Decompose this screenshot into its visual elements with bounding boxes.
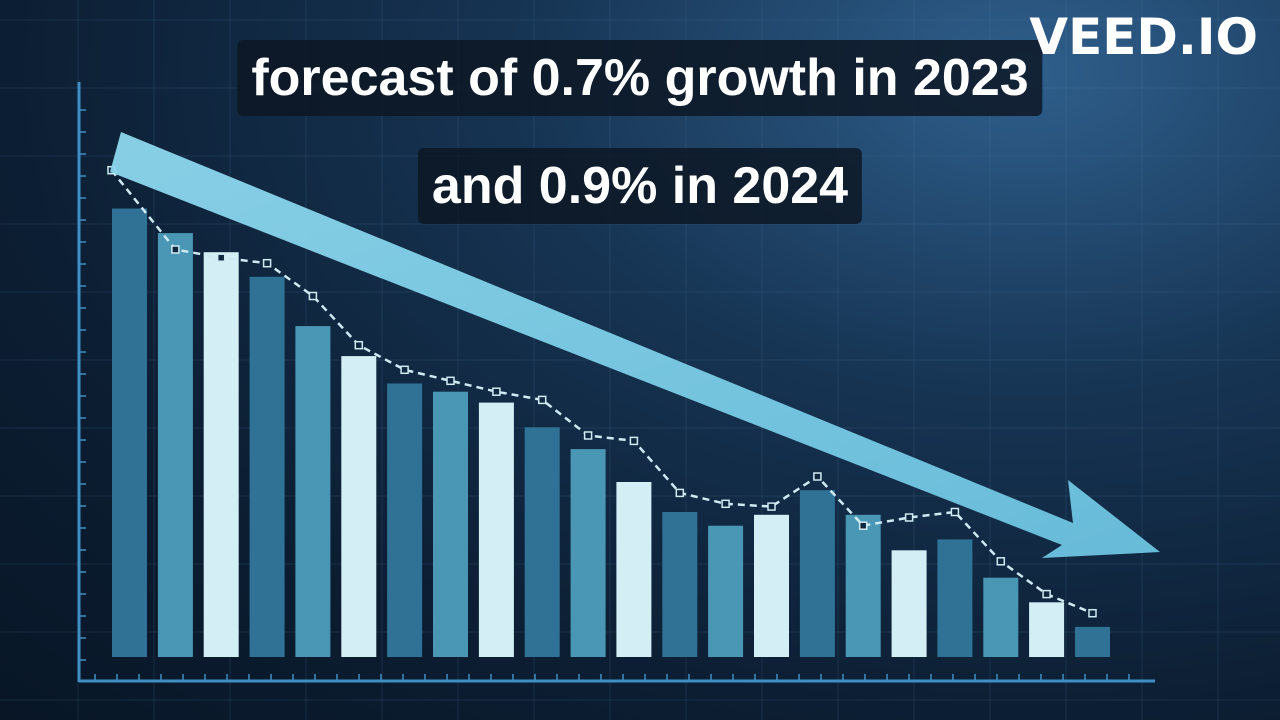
bar-19 xyxy=(937,539,973,657)
bar-6 xyxy=(341,356,377,657)
bar-7 xyxy=(387,383,423,657)
bar-22 xyxy=(1075,626,1110,657)
trend-marker-2 xyxy=(171,245,180,254)
trend-marker-16 xyxy=(813,472,822,481)
bar-12 xyxy=(616,482,652,657)
trend-marker-17 xyxy=(858,521,868,530)
bar-21 xyxy=(1029,602,1065,657)
trend-marker-11 xyxy=(583,431,593,440)
bar-1 xyxy=(112,208,147,657)
trend-marker-14 xyxy=(721,499,730,509)
bar-2 xyxy=(157,233,193,657)
chart-axes xyxy=(77,82,1155,683)
downward-trend-arrow xyxy=(110,132,1160,558)
trend-marker-8 xyxy=(446,376,455,386)
trend-marker-7 xyxy=(400,365,409,375)
trend-marker-10 xyxy=(537,395,547,405)
trend-line-path xyxy=(110,169,1093,615)
bar-5 xyxy=(295,326,331,657)
bar-series xyxy=(112,208,1110,657)
trend-marker-9 xyxy=(492,387,501,396)
trend-marker-19 xyxy=(950,507,960,517)
caption-line-2: and 0.9% in 2024 xyxy=(417,148,863,224)
bar-14 xyxy=(708,525,744,657)
veed-watermark: VEED.IO xyxy=(1029,8,1258,66)
trend-marker-21 xyxy=(1042,589,1051,599)
trend-marker-5 xyxy=(308,291,318,301)
trend-marker-18 xyxy=(904,513,914,522)
trend-marker-6 xyxy=(354,340,364,350)
bar-3 xyxy=(203,252,239,657)
bar-11 xyxy=(570,449,606,657)
bar-8 xyxy=(433,391,468,657)
bar-16 xyxy=(799,490,835,657)
bar-18 xyxy=(891,550,927,657)
trend-marker-4 xyxy=(262,258,272,268)
trend-marker-12 xyxy=(629,436,639,446)
bar-17 xyxy=(845,514,881,657)
bar-13 xyxy=(662,512,698,657)
trend-marker-3 xyxy=(216,253,226,262)
trend-marker-20 xyxy=(996,557,1006,566)
bar-9 xyxy=(478,402,514,657)
bar-20 xyxy=(983,577,1019,657)
trend-marker-13 xyxy=(675,488,685,498)
trend-marker-22 xyxy=(1088,608,1097,618)
bar-15 xyxy=(754,514,789,657)
caption-line-1: forecast of 0.7% growth in 2023 xyxy=(237,40,1043,116)
bar-4 xyxy=(249,276,285,657)
trend-marker-15 xyxy=(767,502,776,511)
bar-10 xyxy=(524,427,560,657)
